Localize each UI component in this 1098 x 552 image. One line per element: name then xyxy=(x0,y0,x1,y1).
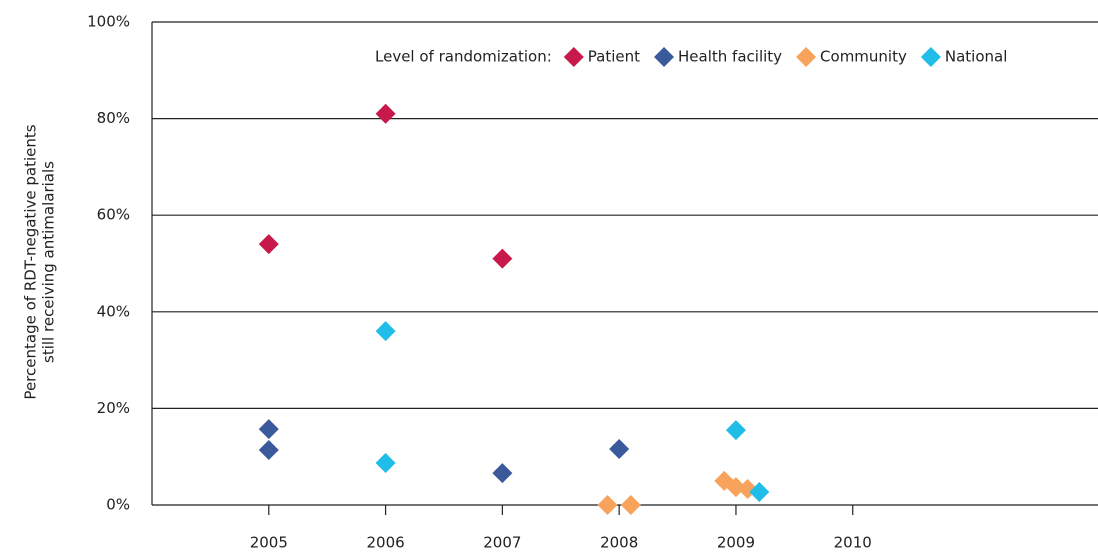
point xyxy=(609,438,630,459)
x-tick-label: 2006 xyxy=(366,534,404,552)
point xyxy=(258,234,279,255)
legend-title: Level of randomization: xyxy=(375,48,552,66)
y-tick-label: 20% xyxy=(97,399,130,417)
y-axis-label: Percentage of RDT-negative patients stil… xyxy=(22,124,58,399)
legend-marker xyxy=(920,47,941,67)
point xyxy=(375,452,396,473)
point xyxy=(375,321,396,342)
legend-marker xyxy=(796,47,817,67)
point xyxy=(725,420,746,441)
y-tick-label: 80% xyxy=(97,109,130,127)
y-tick-label: 60% xyxy=(97,206,130,224)
point xyxy=(258,419,279,440)
x-tick-label: 2009 xyxy=(717,534,755,552)
x-tick-label: 2007 xyxy=(483,534,521,552)
point xyxy=(749,481,770,502)
y-axis-label-line: Percentage of RDT-negative patients xyxy=(22,124,40,399)
legend-marker xyxy=(654,47,675,67)
legend-label: Patient xyxy=(588,48,640,66)
y-axis-label-line: still receiving antimalarials xyxy=(40,161,58,363)
x-tick-label: 2005 xyxy=(250,534,288,552)
point xyxy=(492,248,513,269)
legend-label: Community xyxy=(820,48,907,66)
x-tick-label: 2008 xyxy=(600,534,638,552)
legend-marker xyxy=(563,47,584,67)
point xyxy=(620,495,641,515)
point xyxy=(258,439,279,460)
x-tick-label: 2010 xyxy=(834,534,872,552)
y-tick-label: 40% xyxy=(97,302,130,320)
point xyxy=(375,103,396,124)
point xyxy=(597,495,618,515)
y-tick-label: 100% xyxy=(87,13,130,31)
point xyxy=(492,463,513,484)
legend-label: Health facility xyxy=(678,48,782,66)
y-tick-label: 0% xyxy=(106,496,130,514)
legend-label: National xyxy=(945,48,1008,66)
